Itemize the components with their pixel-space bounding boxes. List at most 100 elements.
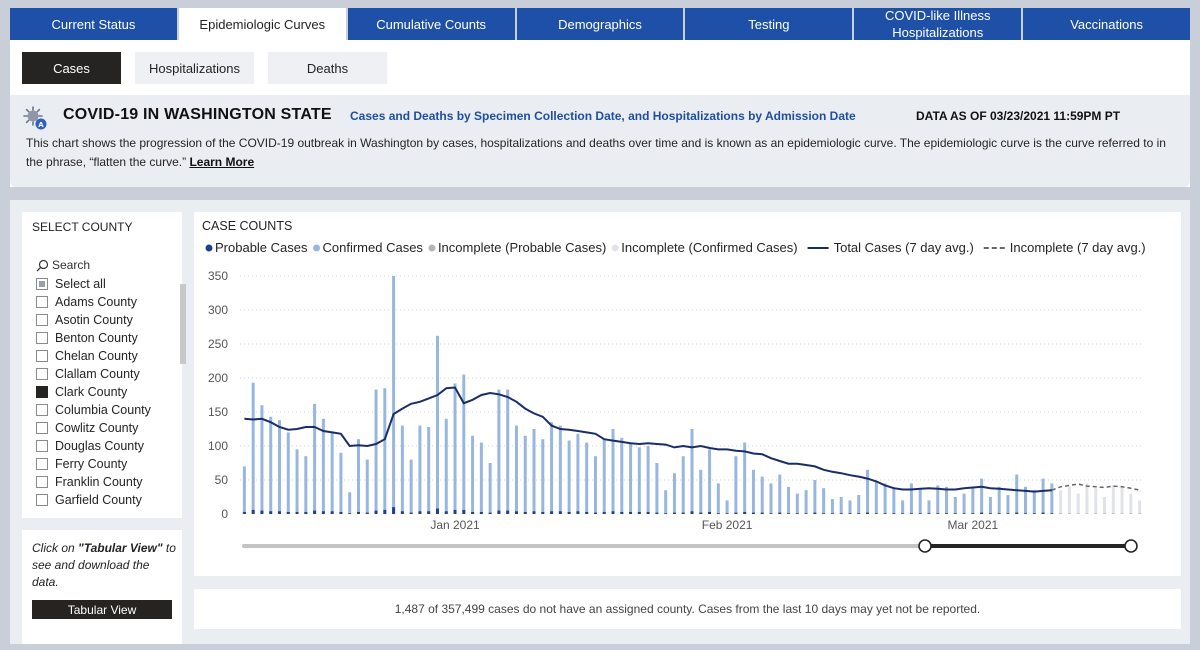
confirmed-bar bbox=[1050, 483, 1054, 514]
nav-tab-vaccinations[interactable]: Vaccinations bbox=[1023, 8, 1191, 40]
incomplete-7day-avg-line bbox=[1051, 483, 1140, 491]
probable-bar bbox=[813, 512, 817, 514]
confirmed-bar bbox=[321, 418, 325, 514]
county-checkbox[interactable] bbox=[36, 296, 48, 308]
county-item[interactable]: Clallam County bbox=[36, 365, 176, 383]
y-tick-label: 200 bbox=[208, 371, 228, 385]
county-search[interactable]: Search bbox=[36, 258, 90, 272]
probable-bar bbox=[716, 513, 720, 514]
county-checkbox[interactable] bbox=[36, 350, 48, 362]
county-checkbox[interactable] bbox=[36, 476, 48, 488]
probable-bar bbox=[655, 512, 659, 514]
probable-bar bbox=[787, 513, 791, 514]
county-item[interactable]: Cowlitz County bbox=[36, 419, 176, 437]
county-list: Select all Adams County Asotin County Bento… bbox=[36, 275, 176, 509]
probable-bar bbox=[242, 511, 246, 514]
county-item[interactable]: Ferry County bbox=[36, 455, 176, 473]
incomplete-probable-bar bbox=[1059, 513, 1063, 514]
confirmed-bar bbox=[1032, 490, 1036, 514]
legend-marker bbox=[313, 244, 320, 252]
legend-marker bbox=[611, 244, 619, 252]
county-item[interactable]: Adams County bbox=[36, 293, 176, 311]
probable-bar bbox=[681, 512, 685, 514]
legend-label: Incomplete (Confirmed Cases) bbox=[621, 240, 797, 255]
date-slider-handle[interactable] bbox=[918, 539, 932, 553]
date-slider-handle[interactable] bbox=[1124, 539, 1138, 553]
probable-bar bbox=[936, 513, 940, 514]
info-box: A COVID-19 IN WASHINGTON STATE Cases and… bbox=[10, 95, 1190, 187]
confirmed-bar bbox=[901, 500, 905, 514]
county-checkbox[interactable] bbox=[36, 332, 48, 344]
nav-tab-epidemiologic-curves[interactable]: Epidemiologic Curves bbox=[178, 8, 346, 40]
probable-bar bbox=[532, 511, 536, 514]
probable-bar bbox=[409, 512, 413, 514]
confirmed-bar bbox=[734, 456, 738, 514]
county-item[interactable]: Garfield County bbox=[36, 491, 176, 509]
county-item[interactable]: Chelan County bbox=[36, 347, 176, 365]
county-checkbox[interactable] bbox=[36, 278, 48, 290]
confirmed-bar bbox=[514, 425, 518, 514]
county-label: Clallam County bbox=[55, 367, 140, 381]
county-checkbox[interactable] bbox=[36, 368, 48, 380]
header-panel: Cases Hospitalizations Deaths A COVID-19 I… bbox=[10, 40, 1190, 187]
y-tick-label: 150 bbox=[208, 405, 228, 419]
county-checkbox[interactable] bbox=[36, 494, 48, 506]
learn-more-link[interactable]: Learn More bbox=[189, 155, 255, 169]
county-checkbox[interactable] bbox=[36, 386, 48, 398]
confirmed-bar bbox=[497, 389, 501, 514]
confirmed-bar bbox=[664, 490, 668, 514]
confirmed-bar bbox=[576, 433, 580, 514]
county-label: Adams County bbox=[55, 295, 137, 309]
county-checkbox[interactable] bbox=[36, 404, 48, 416]
confirmed-bar bbox=[708, 449, 712, 514]
county-item[interactable]: Columbia County bbox=[36, 401, 176, 419]
confirmed-bar bbox=[681, 456, 685, 514]
confirmed-bar bbox=[743, 442, 747, 514]
county-item[interactable]: Asotin County bbox=[36, 311, 176, 329]
probable-bar bbox=[497, 510, 501, 514]
nav-tab-testing[interactable]: Testing bbox=[685, 8, 853, 40]
confirmed-bar bbox=[778, 474, 782, 514]
county-checkbox[interactable] bbox=[36, 440, 48, 452]
confirmed-bar bbox=[769, 483, 773, 514]
subtab-hospitalizations[interactable]: Hospitalizations bbox=[135, 52, 254, 84]
probable-bar bbox=[304, 511, 308, 514]
nav-tab-cumulative-counts[interactable]: Cumulative Counts bbox=[347, 8, 515, 40]
confirmed-bar bbox=[374, 389, 378, 514]
incomplete-confirmed-bar bbox=[1138, 500, 1142, 514]
confirmed-bar bbox=[427, 426, 431, 514]
confirmed-bar bbox=[927, 500, 931, 514]
probable-bar bbox=[637, 511, 641, 514]
probable-bar bbox=[506, 510, 510, 514]
nav-tab-demographics[interactable]: Demographics bbox=[516, 8, 684, 40]
county-item[interactable]: Franklin County bbox=[36, 473, 176, 491]
confirmed-bar bbox=[620, 437, 624, 514]
confirmed-bar bbox=[751, 469, 755, 514]
county-checkbox[interactable] bbox=[36, 458, 48, 470]
nav-tab-current-status[interactable]: Current Status bbox=[10, 8, 177, 40]
county-label: Franklin County bbox=[55, 475, 143, 489]
incomplete-confirmed-bar bbox=[1111, 485, 1115, 514]
tabular-view-button[interactable]: Tabular View bbox=[32, 600, 172, 619]
tabular-hint-prefix: Click on bbox=[32, 541, 79, 555]
incomplete-confirmed-bar bbox=[1094, 488, 1098, 514]
probable-bar bbox=[664, 513, 668, 514]
probable-bar bbox=[593, 512, 597, 514]
county-item[interactable]: Benton County bbox=[36, 329, 176, 347]
confirmed-bar bbox=[830, 499, 834, 514]
probable-bar bbox=[830, 513, 834, 514]
county-checkbox[interactable] bbox=[36, 422, 48, 434]
county-item[interactable]: Clark County bbox=[36, 383, 176, 401]
county-item[interactable]: Select all bbox=[36, 275, 176, 293]
county-list-scrollbar[interactable] bbox=[180, 284, 186, 364]
county-checkbox[interactable] bbox=[36, 314, 48, 326]
county-item[interactable]: Douglas County bbox=[36, 437, 176, 455]
legend-label: Confirmed Cases bbox=[323, 240, 424, 255]
subtab-deaths[interactable]: Deaths bbox=[268, 52, 387, 84]
subtab-cases[interactable]: Cases bbox=[22, 52, 121, 84]
nav-tab-covid-like-illness-hospitalizations[interactable]: COVID-like Illness Hospitalizations bbox=[854, 8, 1022, 40]
probable-bar bbox=[953, 513, 957, 514]
probable-bar bbox=[848, 513, 852, 514]
confirmed-bar bbox=[795, 493, 799, 514]
confirmed-bar bbox=[918, 488, 922, 514]
